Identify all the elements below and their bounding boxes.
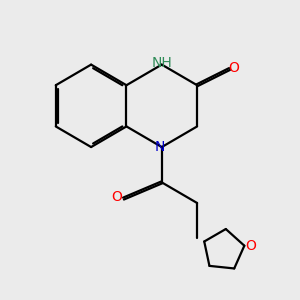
- Text: N: N: [155, 140, 166, 154]
- Text: O: O: [245, 239, 256, 253]
- Text: O: O: [229, 61, 239, 75]
- Text: NH: NH: [152, 56, 172, 70]
- Text: O: O: [112, 190, 122, 204]
